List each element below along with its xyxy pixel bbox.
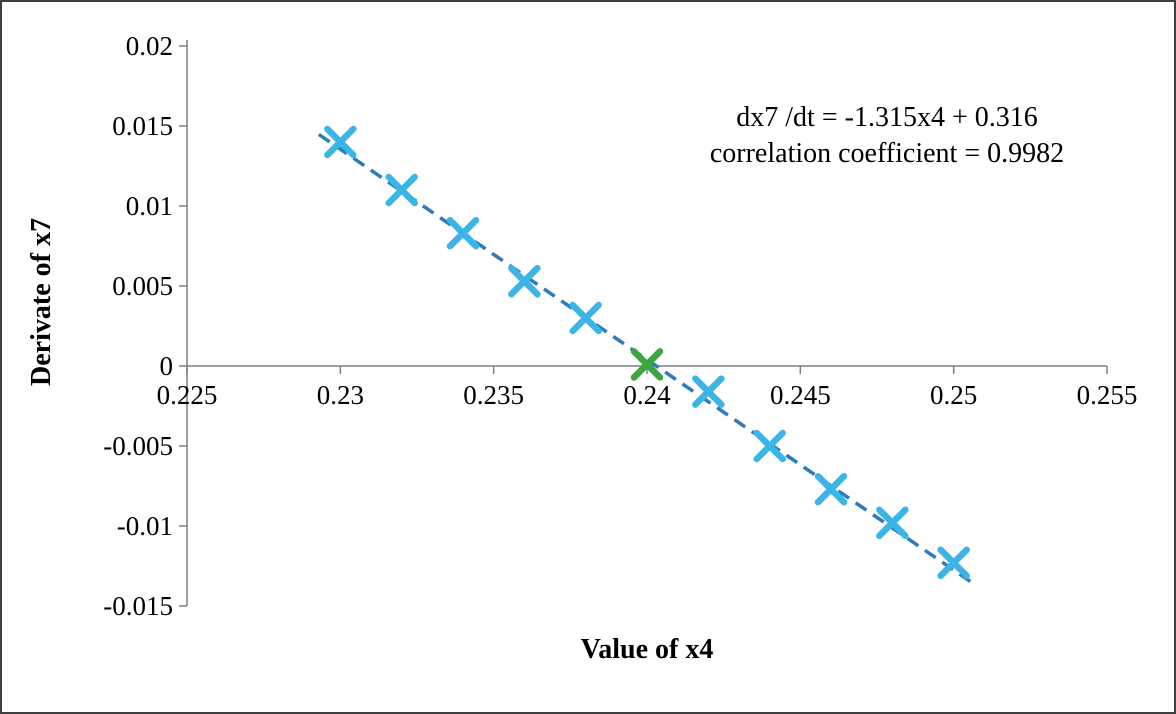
derivative-samples-marker bbox=[446, 216, 480, 250]
x-tick-label: 0.245 bbox=[770, 380, 831, 410]
derivative-samples-marker bbox=[692, 375, 725, 408]
x-tick-label: 0.255 bbox=[1077, 380, 1138, 410]
equilibrium-point-marker bbox=[630, 348, 664, 381]
marker-stroke bbox=[385, 173, 418, 207]
x-tick-label: 0.24 bbox=[623, 380, 671, 410]
marker-stroke bbox=[814, 472, 848, 506]
derivative-samples-marker bbox=[508, 264, 541, 298]
marker-stroke bbox=[753, 429, 786, 463]
marker-stroke bbox=[508, 264, 541, 298]
derivative-samples-marker bbox=[324, 125, 357, 159]
y-axis-title: Derivate of x7 bbox=[26, 218, 57, 386]
derivative-samples-marker bbox=[937, 546, 970, 580]
y-tick-label: -0.01 bbox=[117, 511, 173, 541]
marker-stroke bbox=[324, 125, 357, 159]
correlation-coefficient: correlation coefficient = 0.9982 bbox=[709, 138, 1065, 170]
y-tick-label: 0.005 bbox=[112, 271, 173, 301]
derivative-samples-marker bbox=[876, 506, 909, 540]
x-tick-label: 0.235 bbox=[463, 380, 524, 410]
trendline-equation: dx7 /dt = -1.315x4 + 0.316 bbox=[736, 102, 1038, 133]
x-tick-label: 0.23 bbox=[317, 380, 364, 410]
marker-stroke bbox=[876, 506, 909, 540]
marker-stroke bbox=[937, 546, 970, 580]
marker-stroke bbox=[446, 216, 480, 250]
marker-stroke bbox=[630, 348, 664, 381]
x-tick-label: 0.25 bbox=[930, 380, 977, 410]
derivative-samples-marker bbox=[385, 173, 418, 207]
derivative-samples-marker bbox=[814, 472, 848, 506]
x-axis-title: Value of x4 bbox=[580, 634, 714, 665]
marker-stroke bbox=[569, 301, 602, 335]
y-tick-label: -0.005 bbox=[103, 431, 173, 461]
y-tick-label: -0.015 bbox=[103, 591, 173, 621]
marker-stroke bbox=[692, 375, 725, 408]
x-tick-label: 0.225 bbox=[157, 380, 218, 410]
y-tick-label: 0.02 bbox=[126, 31, 173, 61]
trendline bbox=[317, 133, 977, 587]
y-tick-label: 0 bbox=[160, 351, 174, 381]
trendline-annotation: dx7 /dt = -1.315x4 + 0.316 correlation c… bbox=[652, 100, 1122, 173]
derivative-samples-marker bbox=[753, 429, 786, 463]
y-tick-label: 0.015 bbox=[112, 111, 173, 141]
derivative-samples-marker bbox=[569, 301, 602, 335]
y-tick-label: 0.01 bbox=[126, 191, 173, 221]
